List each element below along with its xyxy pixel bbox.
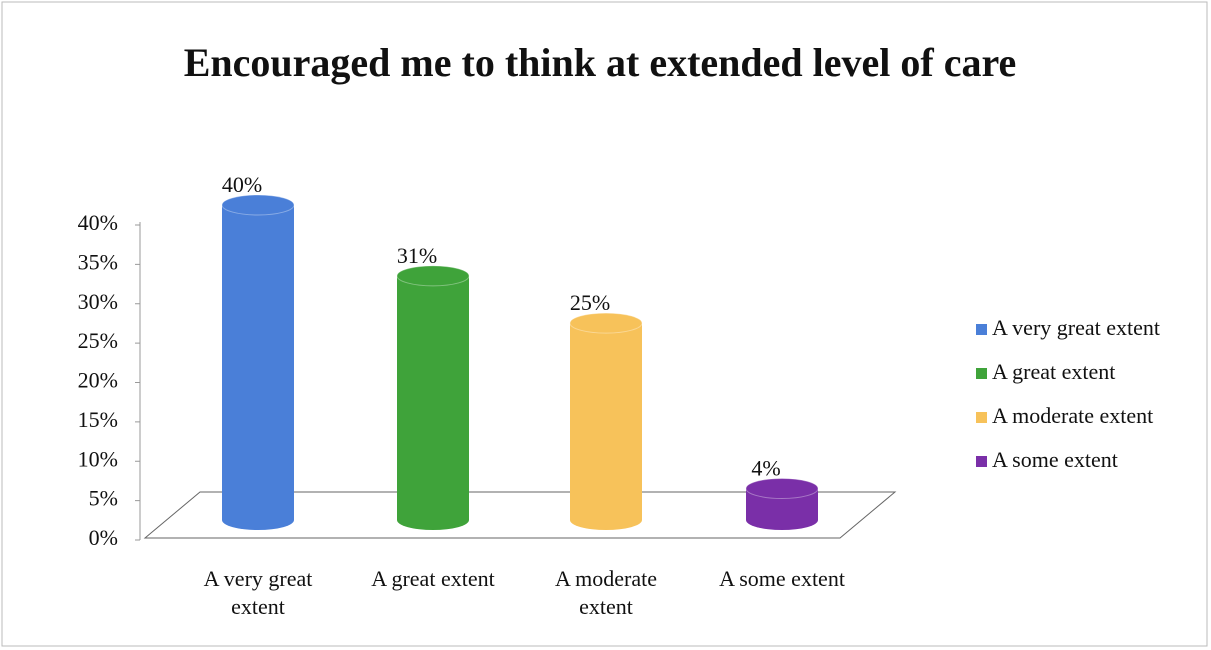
x-tick-label: A moderate extent: [554, 566, 658, 619]
bar-body: [746, 488, 818, 530]
floor: [143, 491, 897, 539]
y-tick-label: 25%: [78, 328, 118, 353]
value-label: 40%: [222, 172, 262, 197]
y-tick-label: 10%: [78, 446, 118, 471]
legend-swatch: [976, 456, 987, 467]
value-label: 31%: [397, 243, 437, 268]
bar-body: [222, 205, 294, 530]
bar: [569, 312, 643, 530]
legend-swatch: [976, 412, 987, 423]
bar-body: [570, 323, 642, 530]
legend-label: A great extent: [992, 359, 1115, 384]
x-tick-label: A great extent: [371, 566, 495, 591]
x-tick-label: A very great extent: [203, 566, 313, 619]
legend-swatch: [976, 324, 987, 335]
bar-top: [569, 312, 643, 334]
bar-body: [397, 275, 469, 530]
bar: [221, 194, 295, 530]
bar: [745, 478, 819, 530]
value-label: 4%: [751, 456, 780, 481]
legend-label: A some extent: [992, 447, 1118, 472]
bar-top: [221, 194, 295, 216]
chart-title: Encouraged me to think at extended level…: [183, 40, 1017, 85]
x-tick-label: A some extent: [719, 566, 845, 591]
legend-swatch: [976, 368, 987, 379]
legend-label: A moderate extent: [992, 403, 1153, 428]
y-tick-label: 5%: [89, 486, 118, 511]
y-tick-label: 30%: [78, 289, 118, 314]
bar-top: [745, 478, 819, 499]
bar: [396, 265, 470, 530]
bar-top: [396, 265, 470, 287]
y-tick-label: 20%: [78, 368, 118, 393]
value-label: 25%: [570, 290, 610, 315]
legend-label: A very great extent: [992, 315, 1160, 340]
y-tick-label: 35%: [78, 249, 118, 274]
y-tick-label: 0%: [89, 525, 118, 550]
y-tick-label: 40%: [78, 210, 118, 235]
y-tick-label: 15%: [78, 407, 118, 432]
